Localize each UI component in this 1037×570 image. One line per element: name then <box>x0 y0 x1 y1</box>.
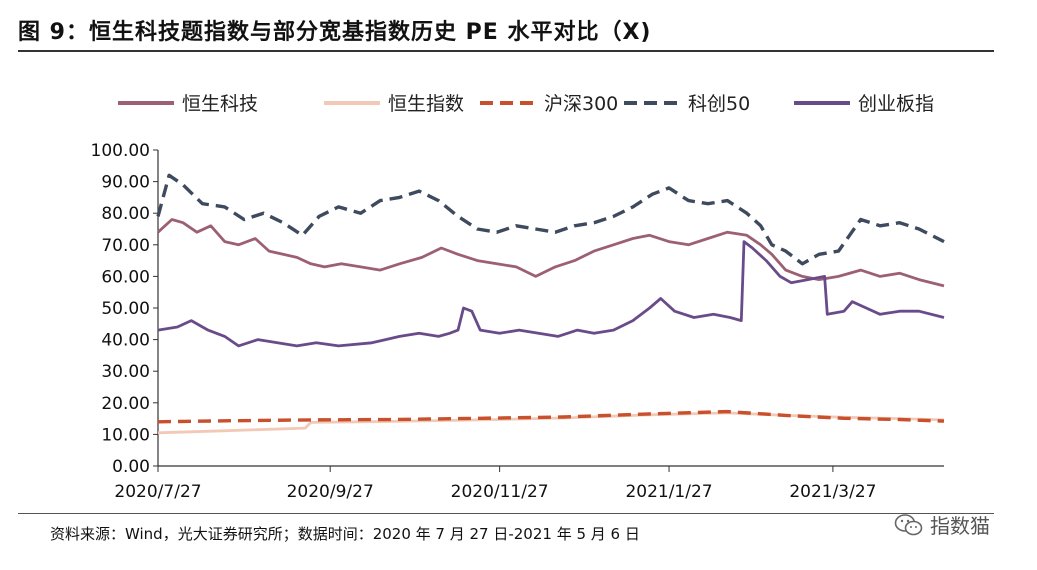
chart-series-lines <box>156 173 945 435</box>
chart-axes: 0.00 10.00 20.00 30.00 40.00 50.00 60.00 70.00 8… <box>91 141 944 502</box>
x-tick-label: 2020/7/27 <box>114 482 201 502</box>
x-tick-label: 2021/3/27 <box>789 482 876 502</box>
footer-divider <box>18 513 994 514</box>
title-divider <box>18 50 994 52</box>
y-tick-label: 30.00 <box>101 362 150 382</box>
series-line-4 <box>157 240 945 348</box>
y-tick-label: 50.00 <box>101 299 150 319</box>
legend-label-2: 沪深300 <box>544 93 618 115</box>
y-tick-label: 100.00 <box>91 141 150 161</box>
y-tick-label: 40.00 <box>101 331 150 351</box>
y-tick-label: 80.00 <box>101 204 150 224</box>
page-title: 图 9：恒生科技题指数与部分宽基指数历史 PE 水平对比（X) <box>18 20 652 45</box>
x-tick-label: 2021/1/27 <box>625 482 712 502</box>
pe-line-chart: 恒生科技 恒生指数 沪深300 科创50 创业板指 0.00 10.00 20.00 30.0… <box>91 93 945 502</box>
y-tick-label: 10.00 <box>101 425 150 445</box>
legend-label-1: 恒生指数 <box>388 93 464 115</box>
series-line-3 <box>156 173 945 266</box>
legend-label-0: 恒生科技 <box>182 93 258 115</box>
x-tick-label: 2020/11/27 <box>451 482 549 502</box>
y-tick-label: 90.00 <box>101 173 150 193</box>
watermark-text: 指数猫 <box>930 514 990 538</box>
watermark: 指数猫 <box>894 510 990 539</box>
chart-legend: 恒生科技 恒生指数 沪深300 科创50 创业板指 <box>118 93 934 115</box>
y-tick-label: 60.00 <box>101 267 150 287</box>
source-note: 资料来源：Wind，光大证券研究所；数据时间：2020 年 7 月 27 日-2… <box>50 525 640 543</box>
y-tick-label: 70.00 <box>101 236 150 256</box>
y-tick-label: 0.00 <box>112 457 150 477</box>
x-tick-label: 2020/9/27 <box>287 482 374 502</box>
wechat-icon <box>894 513 923 535</box>
series-line-0 <box>157 218 945 288</box>
legend-label-3: 科创50 <box>688 93 750 115</box>
y-tick-label: 20.00 <box>101 394 150 414</box>
legend-label-4: 创业板指 <box>858 93 934 115</box>
series-line-2 <box>157 409 945 424</box>
